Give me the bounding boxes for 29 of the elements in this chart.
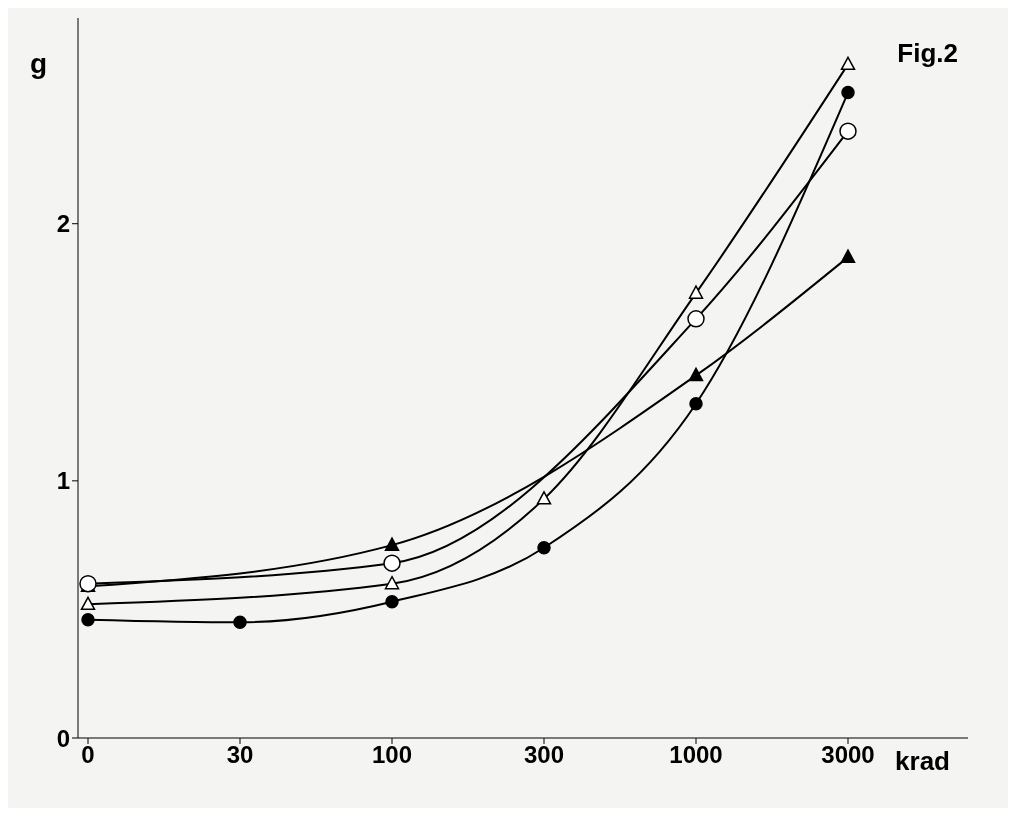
point (840, 56, 856, 71)
point (81, 612, 95, 627)
point (537, 540, 551, 555)
point (841, 85, 855, 100)
y-tick-label: 0 (56, 724, 70, 752)
point (80, 596, 96, 611)
x-tick-label: 300 (523, 741, 565, 769)
point (687, 310, 705, 328)
point (839, 122, 857, 140)
y-tick-label: 2 (56, 210, 70, 238)
x-axis-title: krad (895, 746, 950, 776)
point (233, 615, 247, 630)
point (384, 537, 400, 551)
x-tick-label: 3000 (821, 741, 875, 769)
x-tick-label: 1000 (669, 741, 723, 769)
point (688, 367, 704, 382)
point (536, 491, 552, 505)
y-tick-label: 1 (56, 467, 70, 495)
x-tick-label: 100 (371, 741, 413, 769)
x-tick-label: 30 (226, 741, 254, 769)
point (689, 396, 703, 411)
y-axis-title: g (30, 48, 48, 80)
point (688, 285, 704, 299)
point (385, 594, 399, 609)
point (383, 554, 401, 572)
text: Fig.2 (897, 38, 958, 69)
point (840, 249, 856, 263)
x-tick-label: 0 (81, 741, 95, 769)
point (384, 575, 400, 590)
